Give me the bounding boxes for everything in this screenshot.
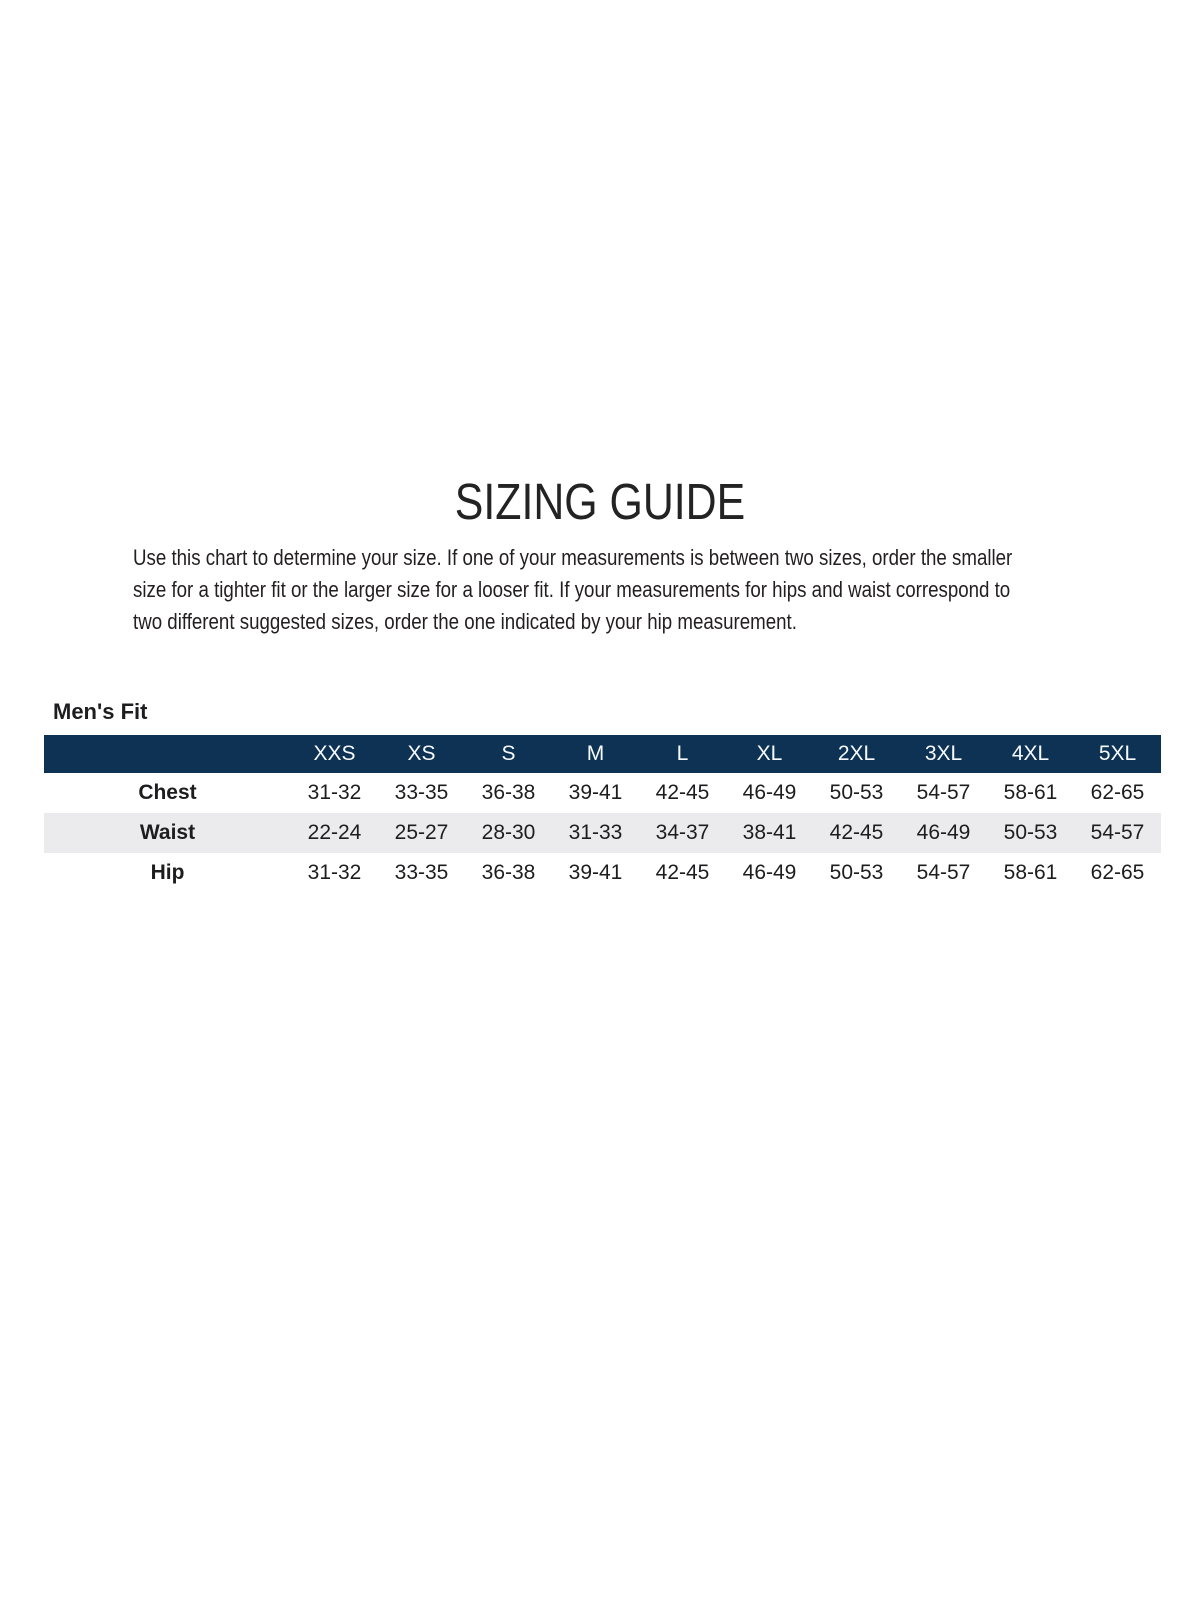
size-range-cell: 34-37 bbox=[655, 821, 710, 844]
size-range-cell: 42-45 bbox=[655, 861, 710, 884]
measurement-row-chest: Chest 31-32 33-35 36-38 39-41 42-45 46-4… bbox=[44, 773, 1161, 813]
size-range-cell: 31-32 bbox=[307, 861, 362, 884]
size-column-header-2xl: 2XL bbox=[837, 742, 876, 765]
size-range-cell: 62-65 bbox=[1090, 781, 1145, 804]
size-range-cell: 28-30 bbox=[481, 821, 536, 844]
intro-paragraph: Use this chart to determine your size. I… bbox=[133, 545, 1013, 634]
size-range-cell: 25-27 bbox=[394, 821, 449, 844]
size-column-header-5xl: 5XL bbox=[1098, 742, 1137, 765]
table-header-row: XXS XS S M L XL 2XL 3XL 4XL 5XL bbox=[44, 735, 1161, 773]
size-range-cell: 31-32 bbox=[307, 781, 362, 804]
size-range-cell: 39-41 bbox=[568, 861, 623, 884]
size-column-header-m: M bbox=[586, 742, 605, 765]
size-range-cell: 42-45 bbox=[655, 781, 710, 804]
section-label-mens-fit: Men's Fit bbox=[53, 699, 148, 724]
corner-cell bbox=[44, 735, 291, 773]
size-range-cell: 36-38 bbox=[481, 781, 536, 804]
measurement-row-label: Hip bbox=[150, 861, 185, 884]
measurement-row-label: Chest bbox=[138, 781, 197, 804]
size-range-cell: 50-53 bbox=[1003, 821, 1058, 844]
size-column-header-xs: XS bbox=[407, 742, 436, 765]
size-range-cell: 46-49 bbox=[916, 821, 971, 844]
size-column-header-4xl: 4XL bbox=[1011, 742, 1050, 765]
size-range-cell: 39-41 bbox=[568, 781, 623, 804]
sizing-table: XXS XS S M L XL 2XL 3XL 4XL 5XL Chest 31… bbox=[44, 735, 1161, 893]
size-range-cell: 54-57 bbox=[916, 861, 971, 884]
size-column-header-l: L bbox=[676, 742, 689, 765]
size-column-header-xl: XL bbox=[756, 742, 783, 765]
measurement-row-label: Waist bbox=[139, 821, 196, 844]
size-range-cell: 33-35 bbox=[394, 781, 449, 804]
size-range-cell: 36-38 bbox=[481, 861, 536, 884]
size-range-cell: 38-41 bbox=[742, 821, 797, 844]
size-range-cell: 50-53 bbox=[829, 781, 884, 804]
measurement-row-hip: Hip 31-32 33-35 36-38 39-41 42-45 46-49 … bbox=[44, 853, 1161, 893]
size-range-cell: 58-61 bbox=[1003, 781, 1058, 804]
size-range-cell: 42-45 bbox=[829, 821, 884, 844]
size-range-cell: 54-57 bbox=[1090, 821, 1145, 844]
measurement-row-waist: Waist 22-24 25-27 28-30 31-33 34-37 38-4… bbox=[44, 813, 1161, 853]
size-column-header-xxs: XXS bbox=[313, 742, 356, 765]
size-column-header-s: S bbox=[501, 742, 516, 765]
page-title: SIZING GUIDE bbox=[454, 473, 746, 530]
size-range-cell: 54-57 bbox=[916, 781, 971, 804]
size-range-cell: 58-61 bbox=[1003, 861, 1058, 884]
size-range-cell: 50-53 bbox=[829, 861, 884, 884]
size-range-cell: 33-35 bbox=[394, 861, 449, 884]
size-range-cell: 62-65 bbox=[1090, 861, 1145, 884]
size-column-header-3xl: 3XL bbox=[924, 742, 963, 765]
size-range-cell: 22-24 bbox=[307, 821, 362, 844]
size-range-cell: 31-33 bbox=[568, 821, 623, 844]
size-range-cell: 46-49 bbox=[742, 781, 797, 804]
size-range-cell: 46-49 bbox=[742, 861, 797, 884]
